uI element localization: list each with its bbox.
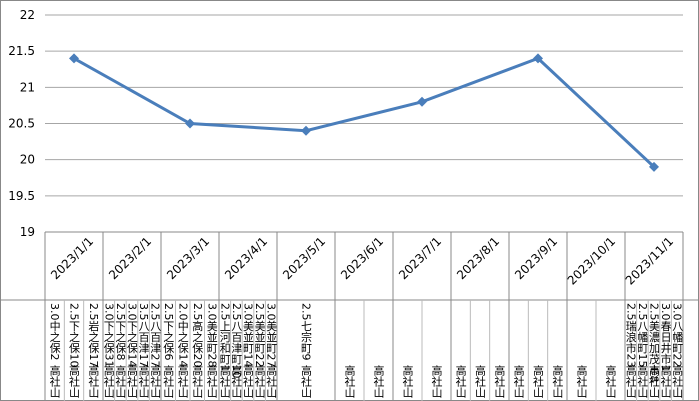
sub-label: 2.5瑞浪市23	[624, 303, 637, 368]
marker	[533, 53, 543, 64]
site-label: 高社山	[659, 364, 672, 398]
y-tick-label: 20	[20, 153, 35, 167]
site-label: 高社山	[575, 364, 588, 398]
site-label: 高社山	[430, 364, 443, 398]
sub-label: 2.5下之保10	[68, 303, 81, 368]
site-label: 高社山	[474, 364, 487, 398]
site-label: 高社山	[162, 364, 175, 398]
site-label: 高社山	[102, 364, 115, 398]
site-label: 高社山	[149, 364, 162, 398]
site-label: 高社山	[300, 364, 313, 398]
sub-label: 2.5美濃加茂市8	[648, 303, 661, 383]
y-tick-label: 21.5	[8, 44, 35, 58]
site-label: 高社山	[205, 364, 218, 398]
sub-label: 2.5高之保20	[191, 303, 204, 368]
site-label: 高社山	[512, 364, 525, 398]
y-tick-label: 22	[20, 8, 35, 22]
sub-label: 2.5下之保6	[162, 303, 175, 361]
sub-label: 2.5美並町22	[253, 303, 266, 368]
sub-label: 2.5八幡町15	[636, 303, 649, 368]
sub-label: 3.0春日井市1	[659, 303, 672, 372]
y-tick-label: 20.5	[8, 117, 35, 131]
sub-label: 3.0八幡町22	[671, 303, 684, 368]
site-label: 高社山	[372, 364, 385, 398]
site-label: 高社山	[401, 364, 414, 398]
sub-label: 2.5下之保8	[114, 303, 127, 361]
sub-label: 3.0美並町27	[265, 303, 278, 368]
y-tick-label: 21	[20, 80, 35, 94]
sub-label: 3.5八百津17	[137, 303, 150, 368]
series-line	[73, 56, 656, 168]
marker	[417, 96, 427, 107]
site-label: 高社山	[230, 364, 243, 398]
site-label: 高社山	[242, 364, 255, 398]
y-tick-label: 19.5	[8, 189, 35, 203]
sub-label: 2.5七宗町9	[300, 303, 313, 361]
site-label: 高社山	[532, 364, 545, 398]
sub-label: 3.0美並町28	[205, 303, 218, 368]
y-tick-label: 19	[20, 225, 35, 239]
site-label: 高社山	[87, 364, 100, 398]
site-label: 高社山	[604, 364, 617, 398]
marker	[69, 53, 79, 64]
site-label: 高社山	[343, 364, 356, 398]
sub-label: 3.0中之保2	[48, 303, 61, 361]
site-label: 高社山	[176, 364, 189, 398]
site-label: 高社山	[648, 364, 661, 398]
site-label: 高社山	[191, 364, 204, 398]
sub-label: 2.5八百津町10	[230, 303, 243, 379]
site-label: 高社山	[636, 364, 649, 398]
site-label: 高社山	[48, 364, 61, 398]
sub-label: 3.0下之保31	[102, 303, 115, 368]
site-label: 高社山	[454, 364, 467, 398]
marker	[649, 161, 659, 172]
sub-label: 2.5岩之保17	[87, 303, 100, 368]
marker	[185, 118, 195, 129]
site-label: 高社山	[551, 364, 564, 398]
marker	[301, 125, 311, 136]
sub-label: 2.5上河和町1	[218, 303, 231, 372]
site-label: 高社山	[114, 364, 127, 398]
sub-label: 3.0下之保14	[126, 303, 139, 368]
sub-label: 3.0美並町14	[242, 303, 255, 368]
site-label: 高社山	[218, 364, 231, 398]
site-label: 高社山	[671, 364, 684, 398]
sub-label: 2.5八百津27	[149, 303, 162, 368]
site-label: 高社山	[68, 364, 81, 398]
site-label: 高社山	[137, 364, 150, 398]
site-label: 高社山	[265, 364, 278, 398]
site-label: 高社山	[493, 364, 506, 398]
site-label: 高社山	[624, 364, 637, 398]
sub-label: 2.0中之保14	[176, 303, 189, 368]
site-label: 高社山	[253, 364, 266, 398]
site-label: 高社山	[126, 364, 139, 398]
